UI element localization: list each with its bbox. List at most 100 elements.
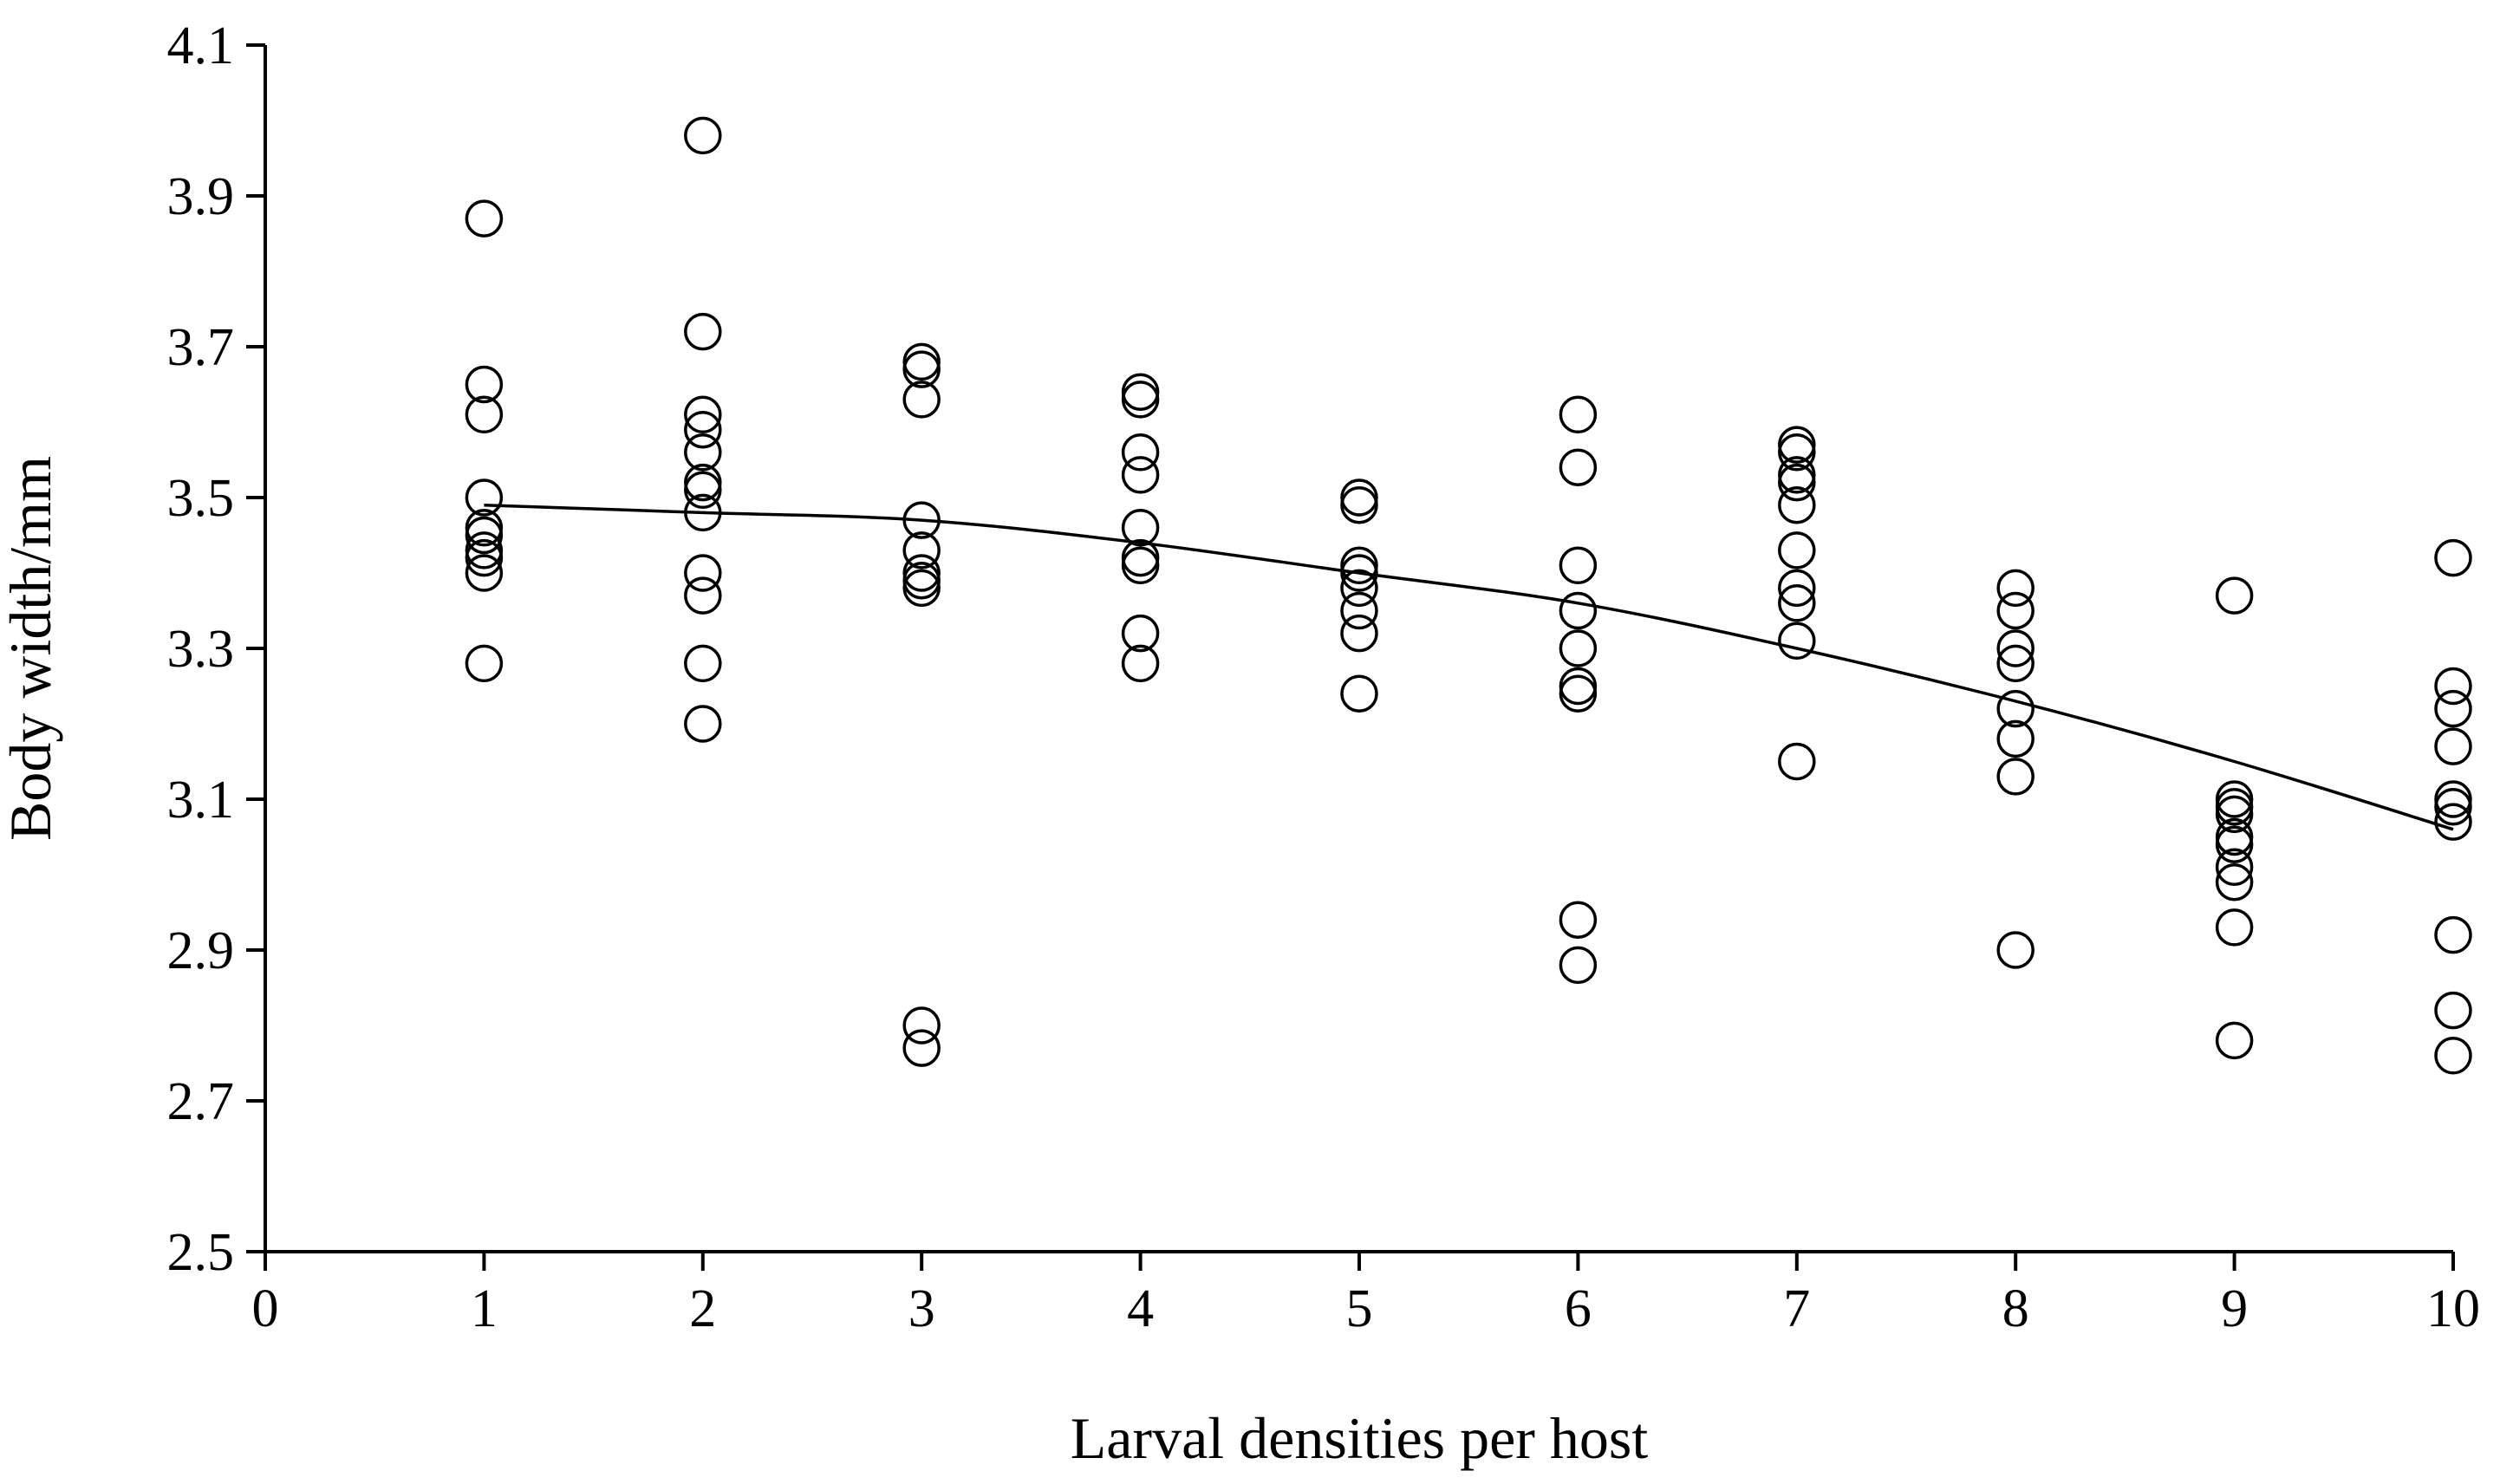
- data-point: [1121, 456, 1160, 494]
- data-point: [684, 433, 722, 472]
- x-axis-title: Larval densities per host: [1071, 1405, 1649, 1471]
- data-point: [1340, 674, 1378, 713]
- data-point: [684, 493, 722, 532]
- data-point: [2215, 862, 2254, 901]
- data-point: [1778, 742, 1816, 781]
- data-point: [902, 569, 941, 608]
- data-point: [684, 644, 722, 683]
- data-points: [465, 116, 2472, 1075]
- data-point: [1121, 538, 1160, 577]
- data-point: [465, 478, 504, 517]
- data-point: [1778, 485, 1816, 524]
- data-point: [1996, 644, 2034, 683]
- data-point: [684, 554, 722, 592]
- data-point: [2434, 538, 2472, 577]
- data-point: [902, 342, 941, 381]
- data-point: [465, 509, 504, 547]
- data-point: [1121, 509, 1160, 547]
- data-point: [1340, 478, 1378, 517]
- data-point: [684, 395, 722, 434]
- data-point: [1340, 569, 1378, 608]
- data-point: [902, 501, 941, 539]
- x-tick-label: 9: [2221, 1279, 2248, 1338]
- data-point: [465, 516, 504, 555]
- data-point: [902, 1029, 941, 1067]
- x-axis: 0 1 2 3 4 5 6 7 8 9 10: [252, 1250, 2480, 1338]
- data-point: [2215, 1021, 2254, 1060]
- data-point: [1121, 373, 1160, 411]
- data-point: [2215, 795, 2254, 834]
- data-point: [1121, 433, 1160, 472]
- data-point: [1996, 758, 2034, 796]
- data-point: [465, 199, 504, 238]
- data-point: [465, 538, 504, 577]
- data-point: [465, 554, 504, 592]
- x-tick-label: 10: [2426, 1279, 2480, 1338]
- data-point: [1996, 629, 2034, 667]
- data-point: [1996, 719, 2034, 758]
- y-tick-label: 2.9: [167, 921, 235, 980]
- data-point: [2215, 780, 2254, 818]
- x-tick-label: 6: [1565, 1279, 1592, 1338]
- trend-line-group: [484, 503, 2454, 831]
- data-point: [1121, 381, 1160, 419]
- data-point: [902, 531, 941, 570]
- data-point: [2215, 787, 2254, 826]
- data-point: [1778, 584, 1816, 622]
- y-axis: 2.5 2.7 2.9 3.1 3.3 3.5 3.7 3.9 4.1: [167, 16, 267, 1282]
- x-tick-label: 8: [2002, 1279, 2029, 1338]
- data-point: [2434, 689, 2472, 728]
- data-point: [1996, 689, 2034, 728]
- x-tick-label: 7: [1783, 1279, 1810, 1338]
- data-point: [2215, 908, 2254, 947]
- data-point: [1559, 901, 1598, 939]
- data-point: [902, 561, 941, 600]
- x-tick-label: 5: [1346, 1279, 1373, 1338]
- data-point: [902, 1006, 941, 1045]
- data-point: [1778, 622, 1816, 661]
- data-point: [1559, 946, 1598, 985]
- data-point: [1996, 931, 2034, 969]
- data-point: [684, 312, 722, 351]
- data-point: [1340, 614, 1378, 653]
- data-point: [2215, 817, 2254, 856]
- x-tick-label: 4: [1127, 1279, 1154, 1338]
- y-tick-label: 3.1: [167, 771, 235, 830]
- y-tick-label: 3.5: [167, 469, 235, 528]
- data-point: [1996, 591, 2034, 630]
- y-tick-label: 3.9: [167, 167, 235, 226]
- data-point: [2434, 727, 2472, 765]
- data-point: [684, 705, 722, 743]
- data-point: [1340, 554, 1378, 592]
- data-point: [465, 531, 504, 570]
- data-point: [1121, 546, 1160, 585]
- data-point: [465, 395, 504, 434]
- data-point: [1340, 591, 1378, 630]
- y-axis-title: Body width/mm: [0, 456, 63, 841]
- data-point: [684, 576, 722, 615]
- data-point: [1778, 463, 1816, 502]
- x-tick-label: 0: [252, 1279, 279, 1338]
- y-tick-label: 3.7: [167, 318, 235, 377]
- data-point: [2434, 787, 2472, 826]
- data-point: [1559, 395, 1598, 434]
- data-point: [2215, 576, 2254, 615]
- x-tick-label: 1: [471, 1279, 498, 1338]
- y-tick-label: 2.5: [167, 1223, 235, 1282]
- data-point: [2434, 991, 2472, 1030]
- x-tick-label: 3: [908, 1279, 935, 1338]
- data-point: [2434, 915, 2472, 954]
- data-point: [1778, 456, 1816, 494]
- data-point: [2434, 803, 2472, 841]
- data-point: [1778, 426, 1816, 464]
- data-point: [2434, 667, 2472, 706]
- data-point: [1340, 546, 1378, 585]
- data-point: [1778, 569, 1816, 608]
- y-tick-label: 2.7: [167, 1072, 235, 1131]
- data-point: [1778, 433, 1816, 472]
- data-point: [684, 410, 722, 449]
- data-point: [1996, 569, 2034, 608]
- data-point: [1340, 485, 1378, 524]
- data-point: [1559, 546, 1598, 585]
